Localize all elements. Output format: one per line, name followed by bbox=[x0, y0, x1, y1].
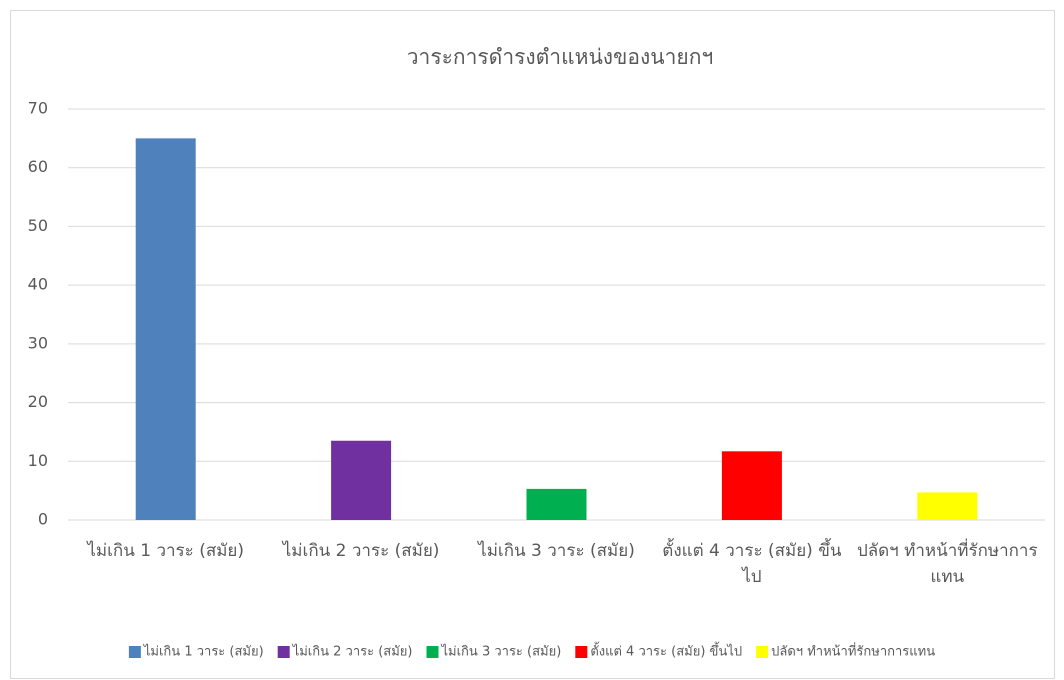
y-tick-label: 60 bbox=[28, 157, 48, 176]
y-tick-label: 0 bbox=[38, 510, 48, 529]
legend-label: ไม่เกิน 3 วาระ (สมัย) bbox=[441, 644, 562, 660]
legend: ไม่เกิน 1 วาระ (สมัย) ไม่เกิน 2 วาระ (สมั… bbox=[128, 642, 935, 660]
legend-label: ไม่เกิน 1 วาระ (สมัย) bbox=[143, 644, 264, 660]
bar bbox=[135, 138, 196, 520]
x-tick-label-box: ไม่เกิน 2 วาระ (สมัย) bbox=[282, 541, 440, 561]
x-tick-label: ไม่เกิน 2 วาระ (สมัย) bbox=[282, 541, 440, 561]
y-tick-label: 50 bbox=[28, 216, 48, 235]
legend-swatch bbox=[277, 646, 290, 658]
x-tick-label: ไม่เกิน 3 วาระ (สมัย) bbox=[478, 541, 635, 561]
bar bbox=[917, 492, 978, 520]
legend-swatch bbox=[575, 646, 588, 658]
bar bbox=[526, 488, 587, 520]
y-tick-label: 20 bbox=[28, 392, 48, 411]
legend-swatch bbox=[756, 646, 769, 658]
legend-label: ปลัดฯ ทำหน้าที่รักษาการแทน bbox=[771, 643, 935, 660]
x-tick-label-box: ไม่เกิน 3 วาระ (สมัย) bbox=[478, 541, 635, 561]
x-tick-label-box: ปลัดฯ ทำหน้าที่รักษาการแทน bbox=[856, 541, 1038, 587]
y-tick-label: 70 bbox=[28, 99, 48, 118]
legend-label: ตั้งแต่ 4 วาระ (สมัย) ขึ้นไป bbox=[590, 642, 742, 660]
legend-label: ไม่เกิน 2 วาระ (สมัย) bbox=[292, 644, 413, 660]
y-tick-label: 10 bbox=[28, 451, 48, 470]
chart-title: วาระการดำรงตำแหน่งของนายกฯ bbox=[407, 45, 714, 69]
x-tick-label: ไม่เกิน 1 วาระ (สมัย) bbox=[87, 541, 245, 561]
legend-swatch bbox=[426, 646, 439, 658]
y-tick-label: 40 bbox=[28, 275, 48, 294]
legend-swatch bbox=[128, 646, 141, 658]
x-tick-label-box: ตั้งแต่ 4 วาระ (สมัย) ขึ้นไป bbox=[662, 541, 842, 587]
y-tick-label: 30 bbox=[28, 333, 48, 352]
x-tick-label-box: ไม่เกิน 1 วาระ (สมัย) bbox=[87, 541, 245, 561]
x-tick-label: ตั้งแต่ 4 วาระ (สมัย) ขึ้นไป bbox=[662, 541, 842, 587]
x-tick-label: ปลัดฯ ทำหน้าที่รักษาการแทน bbox=[856, 541, 1038, 587]
bar bbox=[721, 451, 782, 520]
bar bbox=[331, 440, 392, 520]
